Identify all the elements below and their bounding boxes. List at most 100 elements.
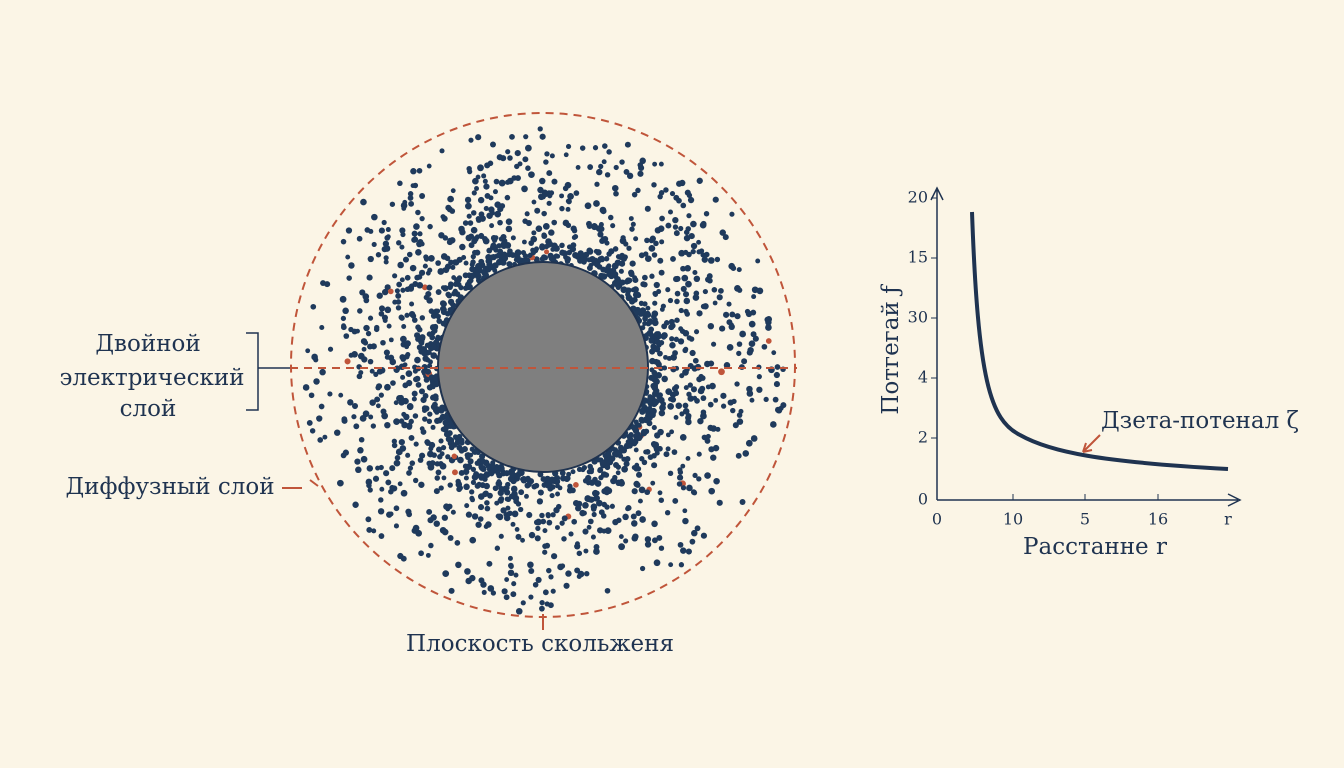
ion	[515, 175, 521, 182]
ion	[639, 516, 646, 523]
ion	[708, 360, 715, 367]
ion	[439, 300, 447, 307]
ion	[756, 386, 763, 393]
ion	[612, 246, 619, 252]
ion	[677, 338, 685, 345]
ion	[610, 270, 617, 277]
ion	[420, 346, 426, 352]
ion	[669, 191, 676, 197]
ion	[687, 382, 693, 388]
ion	[448, 281, 454, 287]
ion	[504, 485, 510, 491]
ion	[599, 255, 605, 261]
ion	[677, 469, 684, 475]
ion	[505, 225, 513, 233]
ion	[452, 442, 458, 448]
ion	[419, 241, 425, 247]
ion	[606, 263, 612, 269]
ion	[493, 178, 500, 185]
ion	[755, 258, 761, 264]
ion	[401, 206, 407, 211]
ion	[531, 199, 537, 205]
ion	[378, 310, 385, 317]
ion	[419, 193, 426, 200]
ion	[471, 210, 477, 216]
y-tick-label: 20	[908, 188, 928, 207]
ion	[720, 392, 727, 399]
ion	[699, 385, 706, 392]
ion	[463, 260, 469, 266]
ion	[411, 396, 417, 402]
ion	[483, 482, 490, 490]
ion	[399, 354, 406, 361]
ion	[618, 534, 624, 539]
ion	[685, 280, 692, 288]
ion	[489, 210, 495, 216]
ion	[530, 235, 538, 243]
ion	[440, 445, 447, 451]
ion	[653, 345, 661, 353]
ion	[682, 347, 688, 354]
ion	[347, 399, 354, 406]
ion	[414, 332, 421, 339]
axes	[930, 186, 1242, 507]
ion	[692, 269, 698, 276]
ion	[730, 407, 736, 414]
ion	[378, 392, 384, 398]
ion	[704, 472, 711, 479]
ion	[631, 191, 638, 198]
ion	[600, 273, 608, 280]
ion	[388, 337, 394, 343]
ion	[613, 461, 620, 469]
ion	[635, 187, 641, 194]
ion	[559, 250, 565, 256]
ion	[340, 315, 347, 322]
ion	[387, 288, 394, 295]
ion	[681, 274, 689, 282]
ion	[367, 255, 374, 263]
ion	[770, 421, 777, 428]
ion	[630, 513, 637, 520]
ion	[430, 352, 438, 359]
ion	[692, 357, 699, 364]
ion	[394, 288, 400, 294]
ion	[680, 547, 687, 554]
ion	[539, 600, 545, 606]
ion	[505, 149, 511, 155]
ion	[389, 358, 397, 366]
ion	[408, 418, 414, 425]
ion	[443, 503, 450, 510]
ion	[504, 241, 512, 249]
ion	[609, 503, 615, 509]
ion	[465, 282, 472, 289]
ion	[378, 497, 384, 503]
ion	[384, 284, 391, 291]
ion	[655, 359, 661, 365]
ion	[613, 190, 619, 197]
ion	[546, 242, 552, 248]
ion	[404, 340, 411, 347]
ion	[611, 184, 619, 192]
ion	[705, 433, 711, 440]
ion	[572, 251, 579, 259]
ion	[408, 434, 415, 441]
ion	[419, 452, 426, 459]
ion	[537, 489, 544, 496]
ion	[401, 421, 408, 429]
ion	[524, 211, 530, 217]
ion	[384, 383, 391, 391]
ion	[479, 453, 486, 460]
ion	[633, 419, 639, 425]
ion	[327, 346, 334, 352]
ion	[566, 249, 573, 256]
ion	[513, 572, 519, 578]
ion	[432, 395, 439, 402]
y-tick-label: 15	[908, 248, 928, 267]
ion	[542, 549, 548, 555]
ion	[658, 497, 665, 503]
ion	[494, 210, 502, 218]
ion	[412, 182, 419, 189]
ion	[426, 331, 433, 337]
